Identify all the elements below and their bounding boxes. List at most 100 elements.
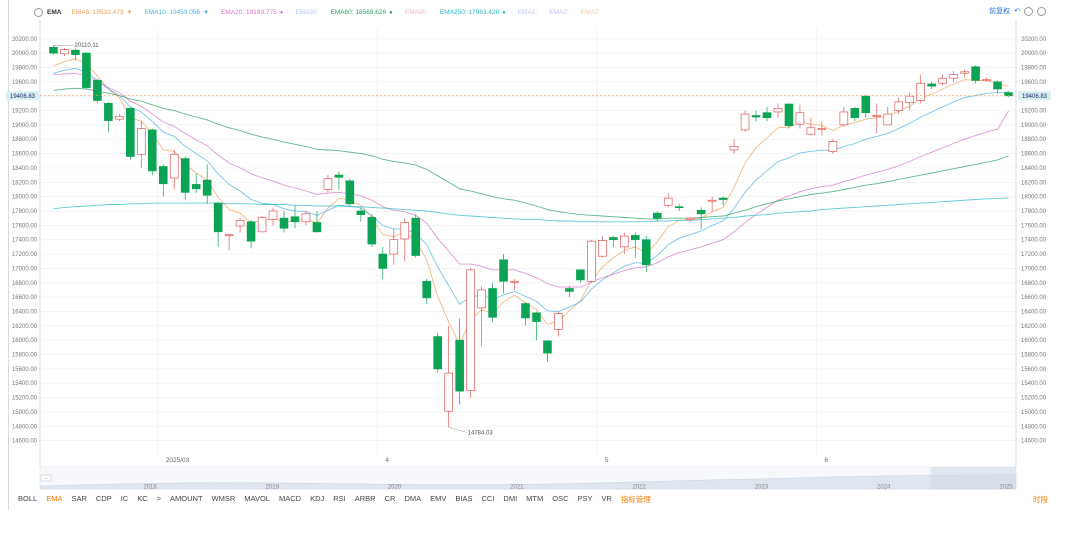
candle-body[interactable]: [718, 197, 728, 200]
candle-body[interactable]: [587, 240, 596, 282]
candle-body[interactable]: [455, 339, 464, 392]
zoom-out-icon[interactable]: [1024, 6, 1033, 16]
candle-body[interactable]: [938, 77, 947, 84]
tab-rsi[interactable]: RSI: [333, 494, 346, 503]
candle-body[interactable]: [565, 288, 574, 292]
candle-body[interactable]: [82, 52, 91, 88]
candle-body[interactable]: [916, 82, 925, 101]
tab-cdp[interactable]: CDP: [95, 494, 112, 503]
candle-body[interactable]: [466, 269, 475, 391]
candle-body[interactable]: [235, 219, 245, 227]
candle-body[interactable]: [576, 269, 585, 281]
tab-kdj[interactable]: KDJ: [310, 494, 325, 503]
candle-body[interactable]: [488, 288, 497, 318]
candle-body[interactable]: [191, 184, 201, 190]
candle-body[interactable]: [839, 111, 849, 126]
candle-body[interactable]: [126, 108, 135, 157]
legend-ema250[interactable]: EMA250: 17983.428 ●: [439, 8, 506, 16]
candle-body[interactable]: [751, 115, 761, 118]
candle-body[interactable]: [115, 115, 124, 120]
candle-body[interactable]: [279, 217, 289, 229]
candle-body[interactable]: [620, 235, 629, 248]
tab-kc[interactable]: KC: [137, 494, 148, 503]
candle-body[interactable]: [554, 313, 563, 330]
candle-body[interactable]: [301, 213, 311, 223]
tab-cr[interactable]: CR: [384, 494, 396, 503]
candle-body[interactable]: [400, 222, 410, 240]
candle-body[interactable]: [609, 237, 618, 241]
legend-ema60[interactable]: EMA60: 18569.626 ●: [330, 8, 393, 16]
candle-body[interactable]: [93, 80, 102, 101]
candle-body[interactable]: [971, 66, 980, 81]
candle-body[interactable]: [960, 71, 969, 74]
candle-body[interactable]: [356, 210, 366, 215]
candle-body[interactable]: [663, 197, 673, 206]
candle-body[interactable]: [949, 74, 958, 79]
candle-body[interactable]: [707, 199, 717, 202]
undo-icon[interactable]: ↶: [1014, 8, 1020, 15]
candle-body[interactable]: [993, 81, 1002, 90]
tab-ema[interactable]: EMA: [46, 494, 63, 503]
tab-boll[interactable]: BOLL: [18, 494, 38, 503]
tab-mavol[interactable]: MAVOL: [244, 494, 270, 503]
candle-body[interactable]: [202, 179, 212, 196]
candle-body[interactable]: [224, 234, 234, 237]
frequency-button[interactable]: 时段: [1033, 495, 1048, 504]
candle-body[interactable]: [630, 235, 640, 241]
tab-bias[interactable]: BIAS: [455, 494, 473, 503]
legend-toggle-icon[interactable]: ●: [389, 9, 393, 16]
tab-emv[interactable]: EMV: [430, 494, 447, 503]
legend-ema5[interactable]: EMA5: 19533.473 ▼: [71, 8, 133, 16]
candle-body[interactable]: [532, 312, 541, 322]
tab-vr[interactable]: VR: [601, 494, 612, 503]
legend-toggle-icon[interactable]: ▼: [126, 9, 133, 16]
candle-body[interactable]: [334, 174, 344, 178]
candle-body[interactable]: [345, 180, 355, 205]
candle-body[interactable]: [147, 129, 157, 172]
indicator-name[interactable]: EMA: [47, 8, 62, 16]
candle-body[interactable]: [784, 103, 794, 126]
candle-body[interactable]: [883, 113, 893, 126]
settings-icon[interactable]: [34, 7, 43, 17]
candle-body[interactable]: [444, 372, 453, 412]
legend-ema10[interactable]: EMA10: 19459.056 ▼: [144, 8, 210, 16]
candle-body[interactable]: [71, 49, 80, 55]
candle-body[interactable]: [927, 83, 936, 87]
candle-body[interactable]: [257, 217, 267, 233]
candle-body[interactable]: [246, 221, 256, 242]
tab-mtm[interactable]: MTM: [526, 494, 544, 503]
candle-body[interactable]: [268, 210, 278, 220]
legend-ema20[interactable]: EMA20: 19193.775 ●: [221, 8, 284, 16]
candle-body[interactable]: [367, 217, 377, 245]
candle-body[interactable]: [894, 101, 904, 111]
candle-body[interactable]: [158, 166, 168, 185]
candle-body[interactable]: [323, 178, 333, 190]
navigator-window[interactable]: [931, 467, 1016, 489]
tab-dma[interactable]: DMA: [404, 494, 422, 503]
candle-body[interactable]: [389, 239, 399, 255]
legend-toggle-icon[interactable]: ●: [502, 9, 506, 16]
candle-body[interactable]: [795, 112, 805, 125]
candle-body[interactable]: [312, 222, 322, 233]
candle-body[interactable]: [740, 113, 750, 131]
drag-handle-icon[interactable]: [40, 474, 52, 482]
tab-cci[interactable]: CCI: [481, 494, 495, 503]
candle-body[interactable]: [982, 79, 991, 82]
candle-body[interactable]: [817, 128, 827, 130]
legend-ema90[interactable]: EMA90:: [404, 8, 428, 16]
tab-psy[interactable]: PSY: [577, 494, 593, 503]
legend-toggle-icon[interactable]: ▼: [203, 9, 210, 16]
restore-adjust-button[interactable]: 前复权: [989, 8, 1011, 15]
candle-body[interactable]: [180, 158, 190, 193]
tab-dmi[interactable]: DMI: [503, 494, 518, 503]
legend-ema1[interactable]: EMA1:: [517, 8, 538, 16]
candle-body[interactable]: [499, 259, 508, 282]
tab-osc[interactable]: OSC: [552, 494, 569, 503]
candle-body[interactable]: [543, 340, 552, 354]
candle-body[interactable]: [850, 108, 860, 119]
candle-body[interactable]: [762, 112, 772, 119]
candle-body[interactable]: [477, 289, 486, 309]
candle-body[interactable]: [598, 240, 607, 257]
legend-toggle-icon[interactable]: ●: [279, 9, 284, 16]
